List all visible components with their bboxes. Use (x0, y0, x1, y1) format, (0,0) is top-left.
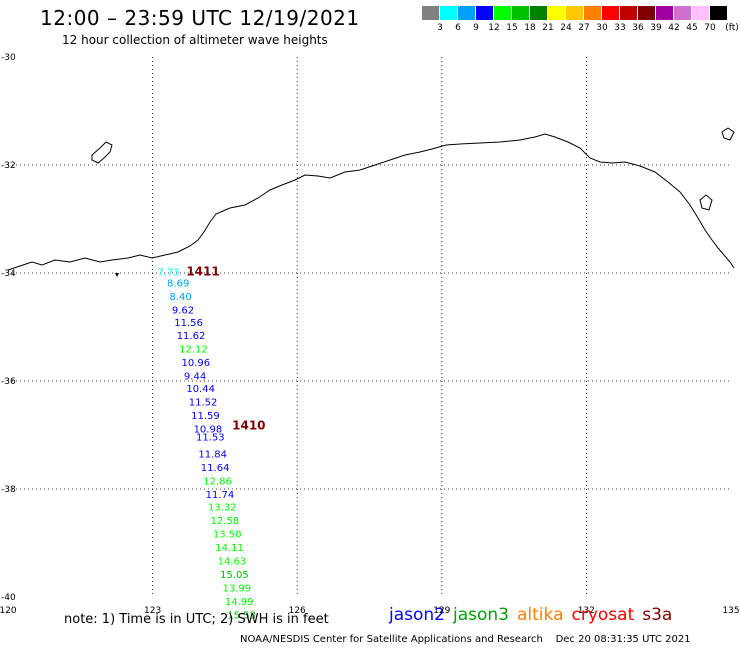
satellite-legend-item: jason3 (453, 605, 509, 625)
wave-height-value: 9.44 (184, 371, 206, 382)
wave-height-value: 13.32 (208, 503, 237, 514)
map-subtitle: 12 hour collection of altimeter wave hei… (62, 33, 328, 47)
wave-height-value: 11.53 (196, 432, 225, 443)
observation-time-label: 1411 (186, 265, 219, 279)
longitude-tick-label: 135 (722, 606, 739, 616)
latitude-tick-label: -40 (1, 593, 16, 603)
longitude-tick-label: 129 (433, 606, 450, 616)
credit-text: NOAA/NESDIS Center for Satellite Applica… (240, 634, 543, 645)
footer-note: note: 1) Time is in UTC; 2) SWH is in fe… (64, 612, 329, 627)
color-swatch (422, 6, 439, 20)
wave-height-value: 7.73 (157, 268, 179, 279)
coastline-small-cape (699, 194, 713, 211)
footer-credit: NOAA/NESDIS Center for Satellite Applica… (240, 634, 691, 645)
color-scale-unit: (ft) (725, 23, 739, 33)
wave-height-value: 11.52 (189, 397, 218, 408)
color-scale-label: 21 (542, 23, 554, 33)
color-swatch (530, 6, 547, 20)
color-swatch (692, 6, 709, 20)
color-swatch (584, 6, 601, 20)
color-scale-label: 30 (596, 23, 608, 33)
wave-height-value: 14.63 (218, 557, 247, 568)
wave-height-value: 8.40 (169, 292, 191, 303)
color-swatch (674, 6, 691, 20)
island-kangaroo-fragment (721, 127, 735, 141)
color-swatch (656, 6, 673, 20)
satellite-legend-item: altika (517, 605, 564, 625)
wave-height-value: 12.58 (210, 516, 239, 527)
color-scale-label: 70 (704, 23, 716, 33)
color-scale-label: 27 (578, 23, 590, 33)
wave-height-value: 11.84 (198, 450, 227, 461)
color-swatch (548, 6, 565, 20)
color-scale-label: 15 (506, 23, 518, 33)
color-scale-label: 24 (560, 23, 572, 33)
color-scale-label: 12 (488, 23, 500, 33)
map-gridlines (8, 57, 731, 597)
wave-height-value: 14.99 (225, 597, 254, 608)
wave-height-value: 11.74 (206, 490, 235, 501)
color-swatch (440, 6, 457, 20)
color-scale-label: 33 (614, 23, 626, 33)
color-scale-label: 36 (632, 23, 644, 33)
color-swatch (566, 6, 583, 20)
color-swatch (620, 6, 637, 20)
color-swatch (458, 6, 475, 20)
color-scale-label: 18 (524, 23, 536, 33)
color-scale-label: 3 (437, 23, 443, 33)
color-swatch (638, 6, 655, 20)
color-swatch (494, 6, 511, 20)
latitude-tick-label: -36 (1, 377, 16, 387)
satellite-legend-item: s3a (642, 605, 673, 625)
axis-tick-labels: 120 123 126 129 132 135 -30 -32 -34 -36 -38 -40 (0, 53, 740, 616)
land-marker (115, 273, 119, 277)
wave-height-value: 10.44 (186, 384, 215, 395)
longitude-tick-label: 123 (144, 606, 161, 616)
wave-height-value: 12.12 (179, 344, 208, 355)
map-title: 12:00 – 23:59 UTC 12/19/2021 (40, 6, 360, 30)
wave-height-value: 8.69 (167, 279, 189, 290)
color-scale-label: 6 (455, 23, 461, 33)
island-recherche (91, 141, 113, 164)
wave-height-value: 13.50 (213, 530, 242, 541)
wave-height-value: 11.59 (191, 411, 220, 422)
color-scale-label: 42 (668, 23, 680, 33)
satellite-legend-item: cryosat (571, 605, 635, 625)
timestamp-text: Dec 20 08:31:35 UTC 2021 (555, 634, 691, 645)
color-swatch (512, 6, 529, 20)
longitude-tick-label: 132 (578, 606, 595, 616)
latitude-tick-label: -30 (1, 53, 16, 63)
latitude-tick-label: -38 (1, 485, 16, 495)
observation-time-labels: 1411 1410 (186, 265, 265, 433)
observation-time-label: 1410 (232, 419, 265, 433)
wave-height-value: 15.53 (227, 611, 256, 622)
wave-height-value: 11.64 (201, 463, 230, 474)
longitude-tick-label: 120 (0, 606, 17, 616)
wave-height-value: 14.11 (215, 543, 244, 554)
wave-height-value: 15.05 (220, 570, 249, 581)
color-swatch (602, 6, 619, 20)
wave-height-value: 11.62 (177, 331, 206, 342)
wave-height-value: 12.86 (203, 477, 232, 488)
latitude-tick-label: -32 (1, 161, 16, 171)
color-scale-label: 45 (686, 23, 698, 33)
color-swatch (476, 6, 493, 20)
wave-height-value: 9.62 (172, 306, 194, 317)
wave-height-value: 13.99 (222, 584, 251, 595)
wave-height-value: 10.96 (182, 358, 211, 369)
longitude-tick-label: 126 (289, 606, 306, 616)
satellite-legend-item: jason2 (389, 605, 445, 625)
color-scale-label: 39 (650, 23, 662, 33)
wave-height-value: 10.98 (194, 424, 223, 435)
color-swatch (710, 6, 727, 20)
color-scale-label: 9 (473, 23, 479, 33)
wave-height-value: 11.56 (174, 318, 203, 329)
satellite-legend: jason2 jason3 altika cryosat s3a (389, 605, 680, 625)
latitude-tick-label: -34 (1, 269, 16, 279)
coastline-southern-australia (7, 133, 735, 271)
